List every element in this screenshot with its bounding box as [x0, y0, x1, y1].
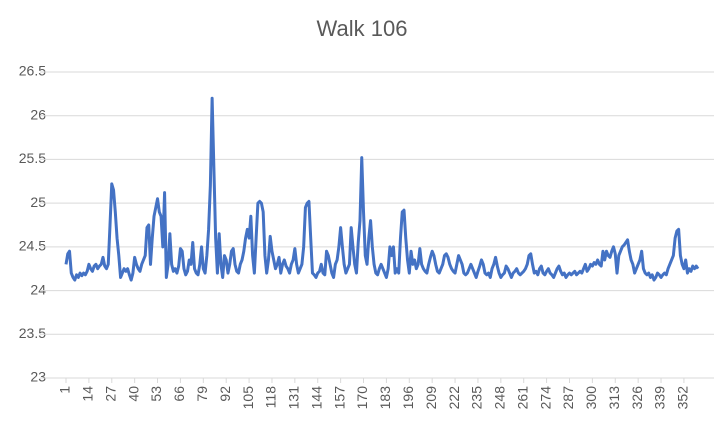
y-tick-label: 25.5 [19, 150, 46, 166]
x-tick-label: 14 [80, 386, 96, 402]
x-tick-label: 274 [537, 386, 553, 410]
y-tick-label: 23.5 [19, 325, 46, 341]
x-tick-label: 40 [125, 386, 141, 402]
x-tick-label: 300 [583, 386, 599, 410]
x-tick-label: 326 [629, 386, 645, 410]
x-tick-label: 53 [148, 386, 164, 402]
x-tick-label: 313 [606, 386, 622, 410]
x-tick-label: 170 [354, 386, 370, 410]
x-tick-label: 105 [240, 386, 256, 410]
x-tick-label: 196 [400, 386, 416, 410]
x-tick-label: 222 [446, 386, 462, 410]
x-tick-label: 261 [514, 386, 530, 410]
y-tick-label: 26.5 [19, 63, 46, 79]
x-tick-label: 248 [492, 386, 508, 410]
x-tick-label: 118 [263, 386, 279, 409]
x-tick-label: 66 [171, 386, 187, 402]
x-tick-label: 352 [675, 386, 691, 410]
y-tick-label: 24 [30, 281, 46, 297]
x-tick-label: 144 [308, 386, 324, 410]
x-tick-label: 183 [377, 386, 393, 410]
x-tick-label: 209 [423, 386, 439, 410]
x-tick-label: 339 [652, 386, 668, 410]
x-tick-label: 287 [560, 386, 576, 410]
x-tick-label: 131 [286, 386, 302, 410]
x-tick-label: 1 [57, 386, 73, 394]
y-tick-label: 23 [30, 369, 46, 385]
y-tick-label: 24.5 [19, 238, 46, 254]
chart-title: Walk 106 [317, 16, 408, 41]
y-tick-label: 26 [30, 106, 46, 122]
series-line [64, 96, 700, 282]
x-tick-label: 157 [331, 386, 347, 410]
x-tick-label: 79 [194, 386, 210, 402]
y-tick-label: 25 [30, 194, 46, 210]
x-tick-label: 235 [469, 386, 485, 410]
x-tick-label: 27 [102, 386, 118, 402]
x-tick-label: 92 [217, 386, 233, 402]
